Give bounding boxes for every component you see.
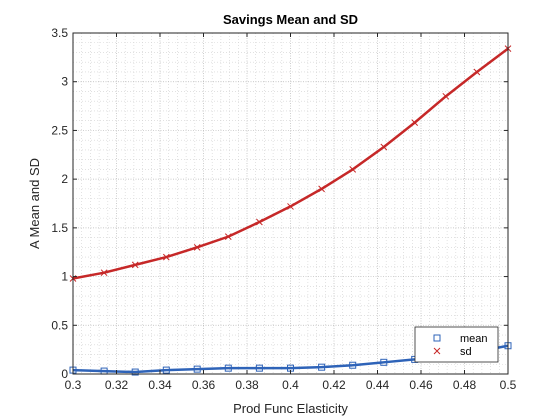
data-point-sd — [131, 261, 139, 269]
x-tick-label: 0.42 — [322, 378, 346, 392]
data-point-mean — [193, 365, 201, 373]
x-tick-label: 0.48 — [453, 378, 477, 392]
x-axis-label: Prod Func Elasticity — [233, 401, 348, 416]
x-tick-label: 0.36 — [192, 378, 216, 392]
legend-marker-mean — [433, 334, 441, 342]
x-tick-label: 0.5 — [500, 378, 517, 392]
data-point-mean — [255, 364, 263, 372]
x-tick-label: 0.4 — [282, 378, 299, 392]
x-tick-label: 0.38 — [235, 378, 259, 392]
data-point-sd — [162, 253, 170, 261]
y-tick-label: 1.5 — [51, 221, 68, 235]
data-point-sd — [473, 68, 481, 76]
y-tick-label: 0.5 — [51, 318, 68, 332]
legend-box — [414, 326, 499, 363]
x-tick-label: 0.44 — [366, 378, 390, 392]
data-point-mean — [131, 368, 139, 376]
data-point-sd — [318, 185, 325, 193]
y-tick-label: 0 — [61, 367, 68, 381]
x-tick-label: 0.3 — [65, 378, 82, 392]
data-point-mean — [318, 363, 326, 371]
data-point-sd — [349, 166, 357, 173]
y-axis-label: A Mean and SD — [27, 158, 42, 249]
y-tick-label: 2.5 — [51, 123, 68, 137]
data-point-sd — [224, 233, 232, 240]
data-point-sd — [193, 243, 201, 251]
y-tick-label: 1 — [61, 270, 68, 284]
data-point-sd — [100, 269, 108, 277]
data-point-mean — [349, 361, 357, 369]
y-axis: 0 0.5 1 1.5 2 2.5 3 3.5 — [51, 26, 508, 381]
data-point-sd — [287, 203, 294, 210]
y-tick-label: 2 — [61, 172, 68, 186]
x-tick-label: 0.32 — [105, 378, 129, 392]
y-tick-label: 3.5 — [51, 26, 68, 40]
data-point-sd — [411, 119, 419, 126]
legend-marker-sd — [433, 347, 441, 355]
data-point-mean — [224, 364, 232, 372]
data-point-sd — [256, 218, 263, 226]
x-tick-label: 0.46 — [409, 378, 433, 392]
chart-title: Savings Mean and SD — [223, 12, 358, 27]
x-tick-label: 0.34 — [148, 378, 172, 392]
legend-label-mean: mean — [460, 333, 488, 345]
minor-grid — [73, 33, 508, 374]
data-point-mean — [380, 358, 388, 366]
data-point-sd — [442, 92, 450, 100]
y-tick-label: 3 — [61, 75, 68, 89]
data-point-sd — [380, 143, 388, 151]
legend-label-sd: sd — [460, 346, 472, 358]
x-axis: 0.3 0.32 0.34 0.36 0.38 0.4 0.42 0.44 0.46 0.48 0.… — [65, 33, 517, 392]
data-point-mean — [162, 366, 170, 374]
